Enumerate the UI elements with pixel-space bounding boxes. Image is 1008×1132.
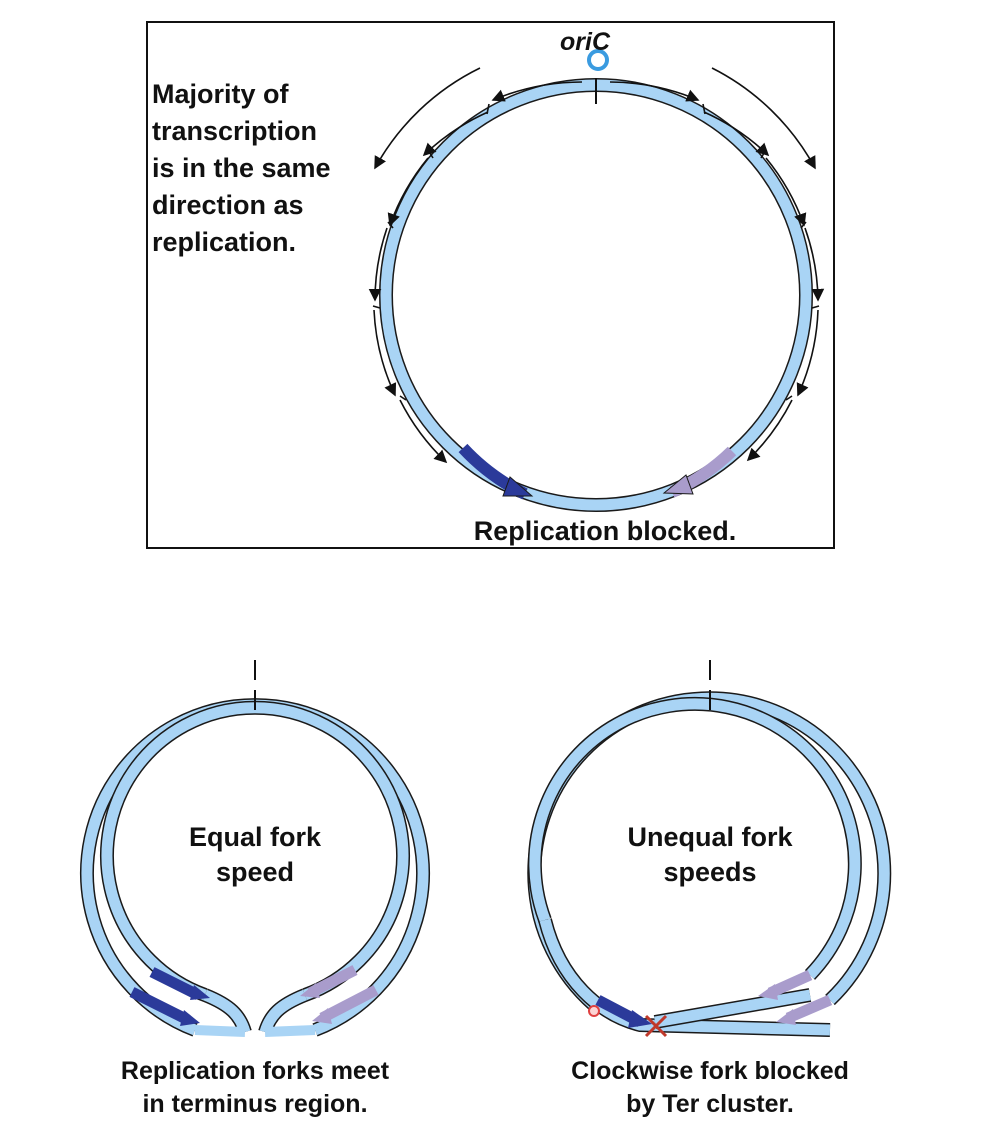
equal-speed-line: Equal fork (188, 822, 322, 852)
transcription-note: Majority of transcription is in the same… (152, 76, 382, 261)
forks-meet-line: in terminus region. (142, 1090, 368, 1118)
top-chromosome (379, 49, 813, 512)
note-line: transcription (152, 116, 318, 146)
clockwise-blocked-line: by Ter cluster. (626, 1090, 794, 1118)
counterclockwise-fork-arrowhead (662, 474, 694, 495)
equal-speed-chromosome (80, 660, 430, 1037)
clockwise-blocked-line: Clockwise fork blocked (571, 1057, 849, 1085)
note-line: replication. (152, 227, 297, 257)
unequal-speed-line: Unequal fork (627, 822, 793, 852)
ter-block-x-icon (644, 1014, 668, 1038)
note-line: Majority of (152, 79, 289, 109)
unequal-speed-label: Unequal fork speeds (590, 820, 830, 890)
replication-blocked-caption: Replication blocked. (473, 516, 737, 546)
note-line: direction as (152, 190, 304, 220)
unequal-speed-line: speeds (663, 857, 757, 887)
note-line: is in the same (152, 153, 331, 183)
equal-speed-label: Equal fork speed (150, 820, 360, 890)
counterclockwise-fork-outer (785, 994, 833, 1024)
unequal-speed-chromosome (527, 660, 892, 1038)
forks-meet-line: Replication forks meet (120, 1057, 390, 1085)
clockwise-blocked-caption: Clockwise fork blocked by Ter cluster. (520, 1055, 900, 1121)
counterclockwise-fork-outer (319, 985, 379, 1023)
origin-ring (587, 49, 609, 71)
equal-speed-line: speed (215, 857, 295, 887)
pointer-dot (588, 1005, 600, 1017)
top-panel-frame (146, 21, 835, 549)
clockwise-fork-inner (149, 967, 201, 1000)
clockwise-fork-outer (129, 987, 191, 1025)
transcription-arrows (368, 67, 825, 464)
counterclockwise-fork-inner (767, 969, 813, 999)
clockwise-fork-arrowhead (502, 476, 534, 497)
oric-label: oriC (560, 28, 610, 56)
forks-meet-caption: Replication forks meet in terminus regio… (70, 1055, 440, 1121)
